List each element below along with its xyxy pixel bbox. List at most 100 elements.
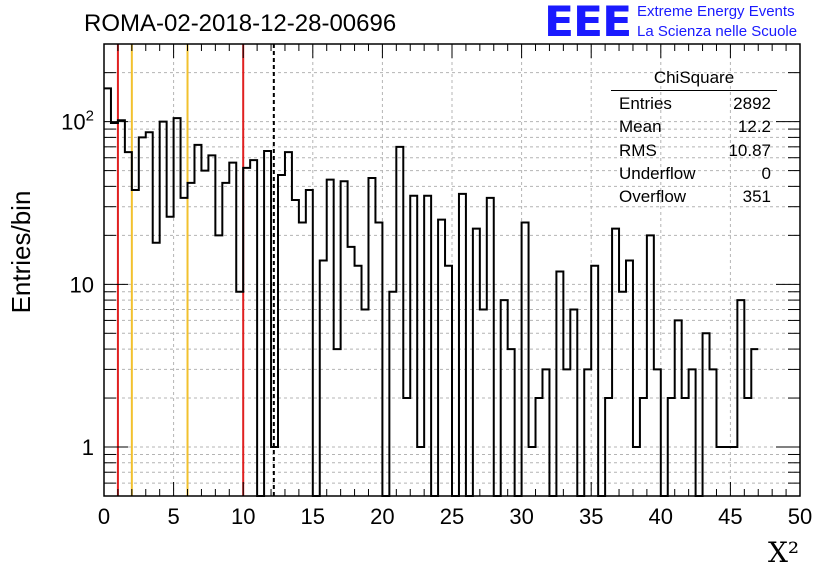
histogram-bin xyxy=(619,292,626,496)
histogram-bin xyxy=(480,310,487,496)
x-tick-label: 40 xyxy=(649,504,673,529)
histogram-bin xyxy=(167,217,174,496)
histogram-bin xyxy=(362,310,369,496)
histogram-bin xyxy=(675,320,682,496)
histogram-bin xyxy=(522,222,529,496)
stats-value: 0 xyxy=(761,163,771,183)
histogram-bin xyxy=(229,163,236,496)
histogram-bin xyxy=(584,369,591,496)
histogram-bin xyxy=(744,398,751,496)
histogram-bin xyxy=(563,369,570,496)
histogram-bin xyxy=(355,266,362,496)
histogram-bin xyxy=(570,310,577,496)
x-tick-label: 20 xyxy=(370,504,394,529)
histogram-bin xyxy=(591,266,598,496)
histogram-bin xyxy=(751,349,758,496)
stats-label: Underflow xyxy=(619,163,696,183)
x-tick-label: 50 xyxy=(788,504,812,529)
histogram-bin xyxy=(153,243,160,496)
logo-line-2: La Scienza nelle Scuole xyxy=(637,23,798,40)
histogram-bin xyxy=(139,137,146,496)
stats-label: RMS xyxy=(619,140,657,160)
histogram-bin xyxy=(368,178,375,496)
histogram-bin xyxy=(334,349,341,496)
histogram-bin xyxy=(556,271,563,496)
stats-box: ChiSquare Entries 2892 Mean 12.2 RMS 10.… xyxy=(611,66,777,208)
histogram-bin xyxy=(174,118,181,496)
histogram-bin xyxy=(222,183,229,496)
stats-row-overflow: Overflow 351 xyxy=(611,185,777,208)
histogram-bin xyxy=(737,300,744,496)
y-axis-label: Entries/bin xyxy=(6,190,36,314)
histogram-bin xyxy=(730,447,737,496)
y-tick-label: 10 xyxy=(70,272,94,297)
axis-ticks xyxy=(103,43,801,497)
histogram-bin xyxy=(201,171,208,496)
histogram-bin xyxy=(703,333,710,496)
histogram-bin xyxy=(612,229,619,496)
histogram-bin xyxy=(529,447,536,496)
histogram-bin xyxy=(396,147,403,496)
histogram-bin xyxy=(508,349,515,496)
histogram-bin xyxy=(208,155,215,496)
histogram-bin xyxy=(160,122,167,496)
histogram-bin xyxy=(264,151,271,496)
logo-line-1: Extreme Energy Events xyxy=(637,3,795,20)
histogram-bin xyxy=(723,447,730,496)
histogram-bin xyxy=(188,183,195,496)
histogram-bin xyxy=(410,196,417,496)
stats-row-mean: Mean 12.2 xyxy=(611,115,777,138)
histogram-bin xyxy=(710,369,717,496)
stats-row-entries: Entries 2892 xyxy=(611,92,777,115)
histogram-bin xyxy=(271,447,278,496)
stats-title: ChiSquare xyxy=(611,66,777,92)
eee-logo: EEE xyxy=(544,0,632,47)
histogram-bin xyxy=(327,180,334,496)
stats-label: Overflow xyxy=(619,187,687,207)
histogram-bin xyxy=(438,220,445,496)
x-tick-label: 25 xyxy=(440,504,464,529)
histogram-bin xyxy=(424,196,431,496)
x-tick-label: 35 xyxy=(579,504,603,529)
histogram-bin xyxy=(181,198,188,496)
histogram-bin xyxy=(306,190,313,496)
histogram-bin xyxy=(689,369,696,496)
x-axis-label: X² xyxy=(768,536,800,569)
histogram-bin xyxy=(292,200,299,496)
histogram-bin xyxy=(626,261,633,496)
histogram-bin xyxy=(445,266,452,496)
histogram-bin xyxy=(633,447,640,496)
histogram-bin xyxy=(125,152,132,496)
histogram-bin xyxy=(132,190,139,496)
x-tick-label: 30 xyxy=(509,504,533,529)
stats-value: 351 xyxy=(742,187,771,207)
histogram-bin xyxy=(501,300,508,496)
histogram-bin xyxy=(236,292,243,496)
y-tick-label: 1 xyxy=(82,435,94,460)
histogram-bin xyxy=(389,292,396,496)
histogram-bins xyxy=(104,87,759,497)
histogram-bin xyxy=(243,168,250,496)
histogram-bin xyxy=(647,235,654,496)
histogram-bin xyxy=(146,132,153,496)
histogram-bin xyxy=(640,398,647,496)
stats-value: 10.87 xyxy=(728,140,771,160)
stats-label: Entries xyxy=(619,94,672,114)
axis-tick-labels: 0 5 10 15 20 25 30 35 40 45 50 1 10 102 xyxy=(61,108,812,529)
histogram-outline xyxy=(104,87,759,497)
histogram-bin xyxy=(473,229,480,496)
histogram-bin xyxy=(118,120,125,496)
x-tick-label: 15 xyxy=(301,504,325,529)
histogram-bin xyxy=(417,447,424,496)
x-tick-label: 5 xyxy=(167,504,179,529)
histogram-bin xyxy=(487,198,494,496)
stats-value: 12.2 xyxy=(737,117,771,137)
histogram-bin xyxy=(341,181,348,496)
x-tick-label: 0 xyxy=(98,504,110,529)
histogram-bin xyxy=(542,369,549,496)
y-tick-label: 102 xyxy=(61,108,94,135)
histogram-bin xyxy=(459,194,466,496)
stats-value: 2892 xyxy=(733,94,771,114)
x-tick-label: 45 xyxy=(718,504,742,529)
